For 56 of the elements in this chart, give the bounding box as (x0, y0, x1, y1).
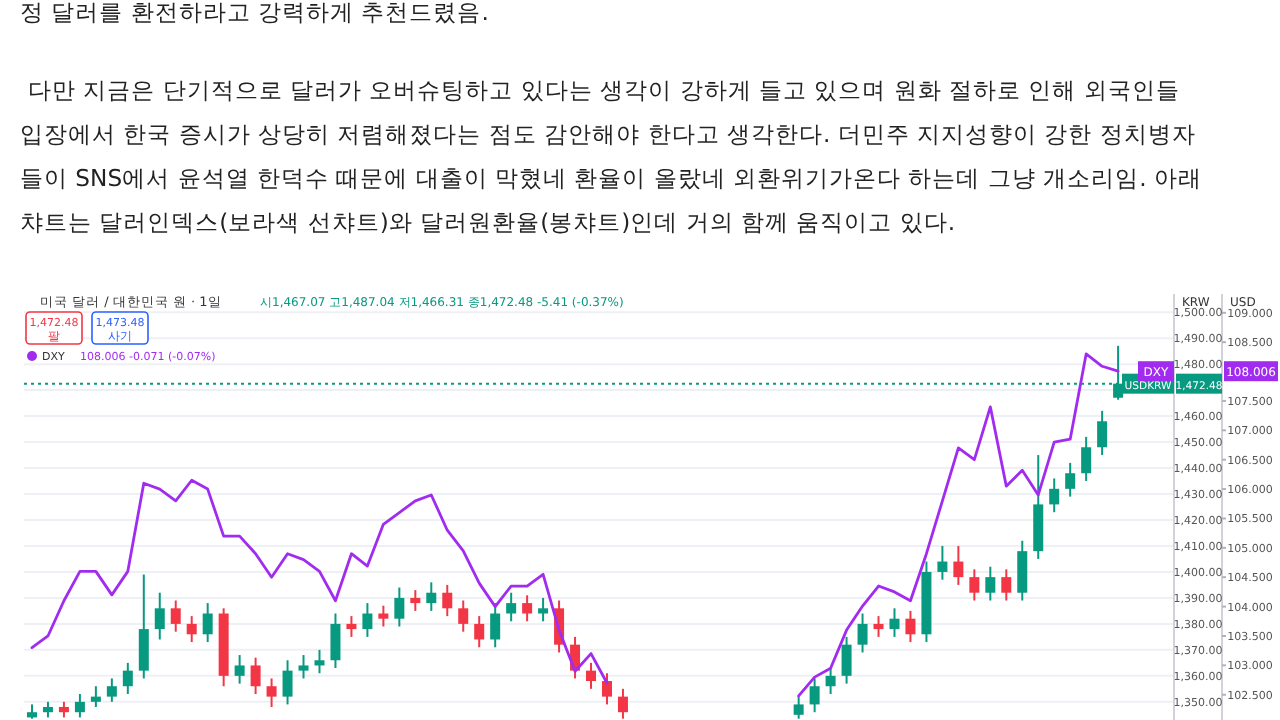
candlestick (250, 656, 261, 696)
candlestick (474, 615, 485, 649)
candlestick (601, 672, 612, 706)
candlestick (1065, 461, 1076, 498)
text: 입장에서 한국 증시가 상당히 저렴해졌다는 점도 감안해야 한다고 생각한다. 더민주 지지성향이 강한 정치병자 (20, 120, 1196, 148)
candlestick (522, 594, 533, 623)
candlestick (282, 659, 293, 706)
candlestick (1033, 454, 1044, 560)
text: 다만 지금은 단기적으로 달러가 오버슈팅하고 있다는 생각이 강하게 들고 있으며 원화 절하로 인해 외국인들 (28, 76, 1180, 104)
text: 정 달러를 환전하라고 강력하게 추천드렸음. (20, 0, 489, 26)
candlestick (1017, 539, 1028, 602)
candlestick (394, 586, 405, 628)
candlestick (202, 602, 213, 644)
candlestick (538, 596, 549, 623)
candlestick (458, 599, 469, 633)
candlestick (825, 667, 836, 696)
candlestick (314, 648, 325, 675)
candlestick (186, 615, 197, 644)
candlestick (106, 677, 117, 703)
candlestick (90, 685, 101, 709)
candlestick (506, 591, 517, 623)
candlestick (905, 609, 916, 644)
candlestick (490, 602, 501, 649)
candlestick (266, 677, 277, 709)
candlestick (170, 599, 181, 633)
text: 들이 SNS에서 윤석열 한덕수 때문에 대출이 막혔네 환율이 올랐네 외환위기가온다 하는데 그냥 개소리임. 아래 (20, 164, 1202, 192)
candlestick (586, 661, 597, 690)
candlestick (234, 654, 245, 685)
candlestick (138, 573, 149, 680)
text: 챠트는 달러인덱스(보라색 선챠트)와 달러원환율(봉챠트)인데 거의 함께 움직이고 있다. (20, 208, 956, 236)
candlestick (330, 612, 341, 670)
candlestick (857, 612, 868, 654)
candlestick (122, 661, 133, 696)
candlestick (841, 635, 852, 685)
candlestick (346, 615, 357, 638)
candlestick (1001, 568, 1012, 602)
candlestick (298, 654, 309, 680)
candlestick (937, 544, 948, 581)
candlestick (378, 604, 389, 628)
candlestick (873, 615, 884, 638)
candlestick (426, 581, 437, 612)
candlestick (410, 589, 421, 612)
candlestick (985, 565, 996, 602)
candlestick (154, 591, 165, 641)
candlestick (809, 677, 820, 714)
candlestick (1097, 409, 1108, 457)
candlestick (442, 583, 453, 618)
candlestick (889, 607, 900, 638)
candlestick (953, 544, 964, 586)
candlestick (969, 568, 980, 602)
candlestick (617, 687, 628, 720)
candlestick (74, 693, 85, 719)
candlestick (362, 602, 373, 638)
candlestick (1049, 477, 1060, 514)
candlestick (793, 695, 804, 720)
candlestick (1081, 435, 1092, 483)
